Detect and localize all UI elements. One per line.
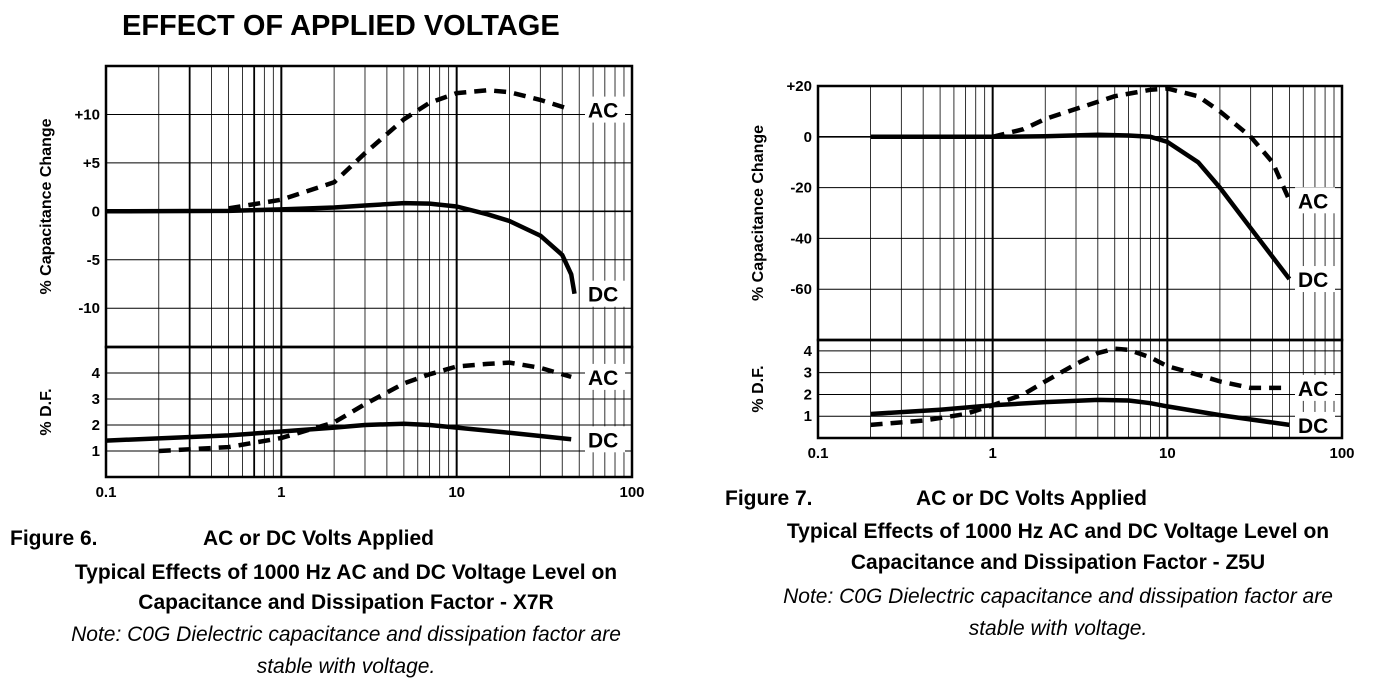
fig7-capacitance-series-dc [870,132,1292,281]
figure6-caption-line2: Capacitance and Dissipation Factor - X7R [138,591,554,614]
fig6-capacitance-y-tick-label: +10 [75,106,100,123]
fig7-capacitance-series-ac [992,86,1292,202]
fig6-dissipation-series-dc [105,421,572,443]
fig7-dissipation-series-label-dc: DC [1298,415,1328,438]
fig7-capacitance-frame [816,84,1344,342]
fig7-dissipation-y-tick-label: 4 [804,343,813,360]
fig7-dissipation-series-dc [870,397,1290,428]
fig7-dissipation-y-tick-label: 2 [804,386,812,403]
fig7-dissipation-y-tick-label: 1 [804,408,812,425]
figure7-note-line2: stable with voltage. [968,617,1148,640]
fig7-series-label-backing [1295,374,1335,401]
fig6-capacitance-series-ac [228,87,572,211]
page-heading: EFFECT OF APPLIED VOLTAGE [122,10,560,42]
figure6-x-title: AC or DC Volts Applied [203,527,434,550]
fig6-capacitance-series-label-dc: DC [588,284,618,307]
fig7-x-tick-label: 10 [1159,445,1176,462]
fig7-dissipation-series-ac [870,346,1290,428]
fig6-capacitance-y-tick-label: +5 [83,155,100,172]
fig7-x-tick-label: 100 [1329,445,1354,462]
fig7-capacitance-y-tick-label: +20 [787,78,812,95]
figure7-caption-line2: Capacitance and Dissipation Factor - Z5U [850,551,1266,574]
fig6-series-label-backing [585,363,625,390]
figure6-label: Figure 6. [10,527,98,550]
fig7-x-tick-label: 0.1 [808,445,829,462]
fig7-capacitance-y-tick-label: -20 [790,180,812,197]
fig7-dissipation-y-tick-label: 3 [804,365,812,382]
fig6-capacitance-y-tick-label: -5 [87,252,100,269]
fig7-series-label-backing [1295,187,1335,214]
figure6-caption-line1: Typical Effects of 1000 Hz AC and DC Vol… [74,561,618,584]
fig7-capacitance-series-label-dc: DC [1298,269,1328,292]
fig7-x-tick-label: 1 [988,445,996,462]
fig6-capacitance-y-axis-title: % Capacitance Change [38,118,55,294]
fig6-capacitance-y-tick-label: -10 [78,300,100,317]
fig6-dissipation-y-axis-title: % D.F. [38,388,55,435]
fig7-capacitance-series-label-ac: AC [1298,190,1328,213]
fig7-series-label-backing [1295,411,1335,438]
fig7-capacitance-y-tick-label: 0 [804,129,812,146]
fig6-dissipation-y-tick-label: 3 [92,391,100,408]
fig7-capacitance-y-tick-label: -60 [790,281,812,298]
fig6-dissipation-series-label-ac: AC [588,367,618,390]
figure7-label: Figure 7. [725,487,813,510]
fig6-dissipation-y-tick-label: 1 [92,443,100,460]
fig6-x-tick-label: 1 [277,484,285,501]
fig6-capacitance-y-tick-label: 0 [92,203,100,220]
figure7-note-line1: Note: C0G Dielectric capacitance and dis… [783,585,1333,608]
fig6-dissipation-series-ac [158,360,572,454]
fig6-dissipation-frame [104,345,634,479]
fig6-dissipation-y-tick-label: 4 [92,365,101,382]
fig6-capacitance-series-label-ac: AC [588,100,618,123]
figure7-caption-line1: Typical Effects of 1000 Hz AC and DC Vol… [786,520,1330,543]
fig6-dissipation-series-label-dc: DC [588,429,618,452]
fig7-capacitance-y-tick-label: -40 [790,230,812,247]
figure6-note-line1: Note: C0G Dielectric capacitance and dis… [71,623,621,646]
fig6-series-label-backing [585,96,625,123]
fig6-x-tick-label: 100 [619,484,644,501]
fig6-series-label-backing [585,426,625,453]
figure6-note-line2: stable with voltage. [256,655,436,678]
fig6-capacitance-series-dc [105,200,577,295]
fig6-x-tick-label: 10 [448,484,465,501]
figure7-x-title: AC or DC Volts Applied [916,487,1147,510]
fig6-dissipation-y-tick-label: 2 [92,417,100,434]
fig6-series-label-backing [585,280,625,307]
fig7-capacitance-y-axis-title: % Capacitance Change [750,125,767,301]
fig7-dissipation-y-axis-title: % D.F. [750,365,767,412]
fig7-dissipation-frame [816,338,1344,440]
fig6-x-tick-label: 0.1 [96,484,117,501]
fig7-series-label-backing [1295,266,1335,293]
fig7-dissipation-series-label-ac: AC [1298,378,1328,401]
